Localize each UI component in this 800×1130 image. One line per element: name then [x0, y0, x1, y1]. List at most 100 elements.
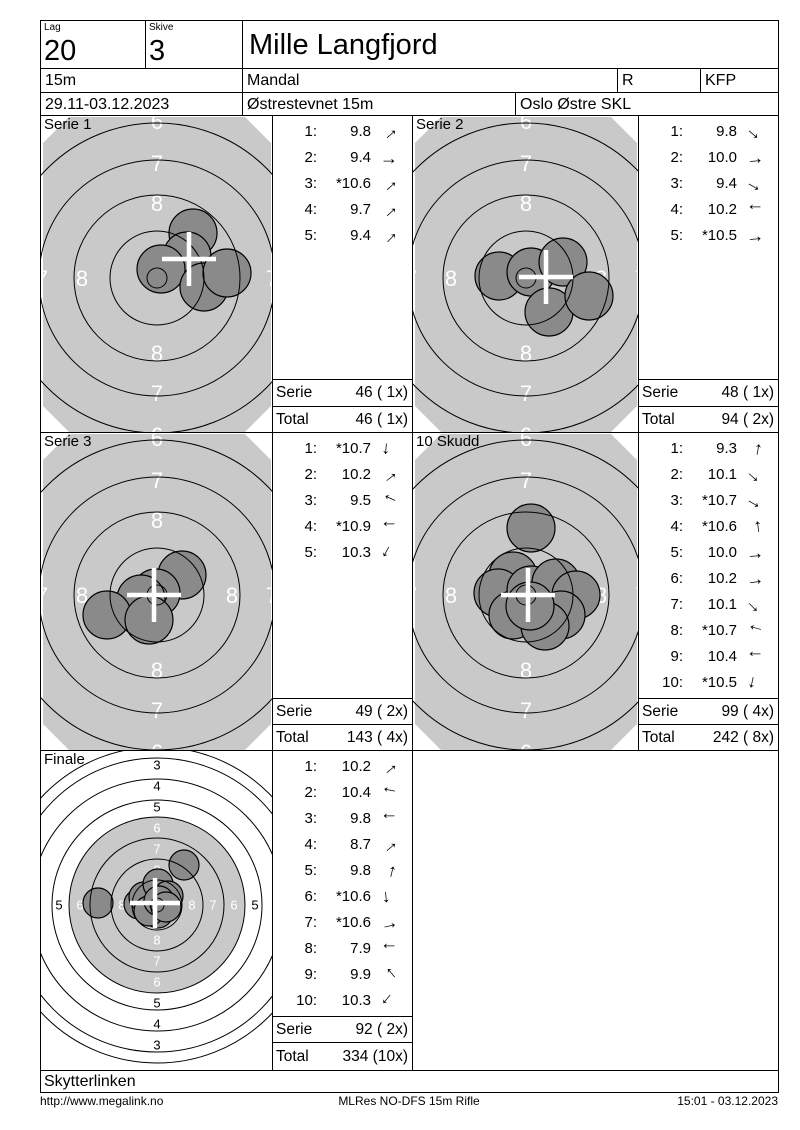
- total-label: Total: [276, 728, 309, 746]
- ring-number-label: 6: [520, 740, 532, 751]
- ring-circle: [41, 439, 272, 750]
- ring-number-label: 6: [153, 821, 160, 836]
- distance-cell: 15m: [41, 69, 243, 93]
- shot-value: *10.7: [701, 492, 737, 509]
- shot-direction: →: [371, 860, 407, 882]
- target-panel-serie1: 6788768877Serie 1: [41, 116, 273, 433]
- shot-value: 10.3: [341, 544, 371, 561]
- target-face-serie2: 6788768877: [413, 116, 638, 432]
- shot-direction: →: [371, 911, 407, 935]
- ring-circle: [442, 511, 610, 679]
- shot-direction: →: [737, 147, 773, 168]
- direction-arrow-icon: →: [376, 488, 402, 514]
- shot-hole: [538, 237, 588, 287]
- total-value: 242 ( 8x): [712, 728, 774, 746]
- direction-arrow-icon: →: [745, 225, 765, 247]
- direction-arrow-icon: →: [378, 887, 400, 907]
- organizer-cell: Oslo Østre SKL: [516, 93, 779, 116]
- ring-number-label: 8: [76, 266, 88, 291]
- serie-label: Serie: [276, 1020, 313, 1038]
- shot-row: 6: *10.6 →: [273, 887, 412, 907]
- direction-arrow-icon: →: [743, 516, 767, 538]
- shot-value: 9.9: [350, 966, 371, 983]
- shot-row: 1: 10.2 →: [273, 754, 412, 781]
- shot-list-serie2: 1: 9.8 → 2: 10.0 → 3: 9.4 → 4: 10.2 → 5: *10.5 → Serie 4…: [639, 116, 779, 433]
- class-cell: R: [618, 69, 701, 93]
- shot-value: 9.7: [350, 201, 371, 218]
- direction-arrow-icon: →: [375, 831, 403, 859]
- ring-number-label: 5: [153, 800, 160, 815]
- shot-row: 7: *10.6 →: [273, 911, 412, 935]
- shot-direction: →: [371, 439, 407, 459]
- shot-number: 4:: [670, 518, 683, 535]
- panel-title-serie1: Serie 1: [44, 116, 92, 133]
- shot-row: 5: 10.0 →: [639, 542, 778, 563]
- shot-value: 9.8: [350, 123, 371, 140]
- shot-row: 4: 8.7 →: [273, 832, 412, 859]
- shot-row: 8: *10.7 →: [639, 619, 778, 643]
- total-label: Total: [642, 728, 675, 746]
- panel-title-10skudd: 10 Skudd: [416, 433, 480, 450]
- shot-number: 8:: [304, 940, 317, 957]
- shot-direction: →: [371, 988, 407, 1015]
- ring-number-label: 7: [520, 698, 532, 723]
- shot-number: 2:: [304, 466, 317, 483]
- ring-number-label: 7: [151, 698, 163, 723]
- direction-arrow-icon: →: [380, 517, 398, 537]
- ring-number-label: 8: [153, 933, 160, 948]
- direction-arrow-icon: →: [380, 809, 398, 829]
- ring-number-label: 8: [118, 898, 125, 913]
- shot-value: 10.4: [707, 648, 737, 665]
- target-panel-serie3: 6 7 8 8 7 6 8 8 7 7 Serie 3: [41, 433, 273, 751]
- shot-direction: →: [737, 171, 773, 197]
- shot-value: 8.7: [350, 836, 371, 853]
- shot-row: 7: 10.1 →: [639, 592, 778, 619]
- ring-number-label: 6: [76, 898, 83, 913]
- ring-number-label: 6: [151, 116, 163, 134]
- shot-direction: →: [371, 754, 407, 781]
- target-panel-10skudd: 678876887710 Skudd: [413, 433, 639, 751]
- ring-circle: [41, 751, 272, 1064]
- total-label: Total: [276, 410, 309, 428]
- shot-number: 9:: [670, 648, 683, 665]
- ring-circle: [41, 757, 272, 1053]
- shot-value: 10.1: [707, 596, 737, 613]
- shot-row: 1: 9.3 →: [639, 438, 778, 459]
- ring-number-label: 8: [151, 191, 163, 216]
- direction-arrow-icon: →: [378, 439, 400, 459]
- shot-number: 1:: [304, 440, 317, 457]
- direction-arrow-icon: →: [375, 170, 403, 198]
- shot-hole: [150, 891, 182, 923]
- shot-direction: →: [371, 939, 407, 959]
- ring-circle: [68, 816, 246, 994]
- shot-value: 9.4: [350, 149, 371, 166]
- lag-label: Lag: [44, 22, 61, 33]
- skytterlinken-label: Skytterlinken: [44, 1073, 136, 1090]
- serie-row: Serie 92 ( 2x): [273, 1016, 412, 1042]
- ring-number-label: 8: [151, 508, 163, 533]
- ring-number-label: 3: [153, 758, 160, 773]
- shot-number: 2:: [670, 466, 683, 483]
- weapon-cell: KFP: [701, 69, 779, 93]
- ring-number-label: 7: [151, 381, 163, 406]
- ring-circle: [41, 476, 272, 714]
- shot-value: *10.7: [701, 622, 737, 639]
- shot-number: 4:: [304, 836, 317, 853]
- shot-number: 2:: [304, 149, 317, 166]
- ring-circle: [413, 122, 638, 432]
- shot-row: 5: 10.3 →: [273, 540, 412, 565]
- serie-label: Serie: [642, 384, 679, 401]
- target-face-10skudd: 6788768877: [413, 433, 638, 751]
- ring-circle: [413, 159, 638, 397]
- ring-number-label: 4: [153, 1017, 160, 1032]
- direction-arrow-icon: →: [378, 911, 400, 935]
- shot-value: 9.5: [350, 492, 371, 509]
- ring-number-label: 7: [153, 842, 160, 857]
- shot-number: 5:: [304, 227, 317, 244]
- direction-arrow-icon: →: [378, 781, 400, 805]
- shot-row: 3: 9.5 →: [273, 488, 412, 514]
- shot-direction: →: [371, 962, 407, 989]
- shot-number: 1:: [670, 123, 683, 140]
- shot-row: 5: *10.5 →: [639, 225, 778, 247]
- ring-number-label: 7: [520, 381, 532, 406]
